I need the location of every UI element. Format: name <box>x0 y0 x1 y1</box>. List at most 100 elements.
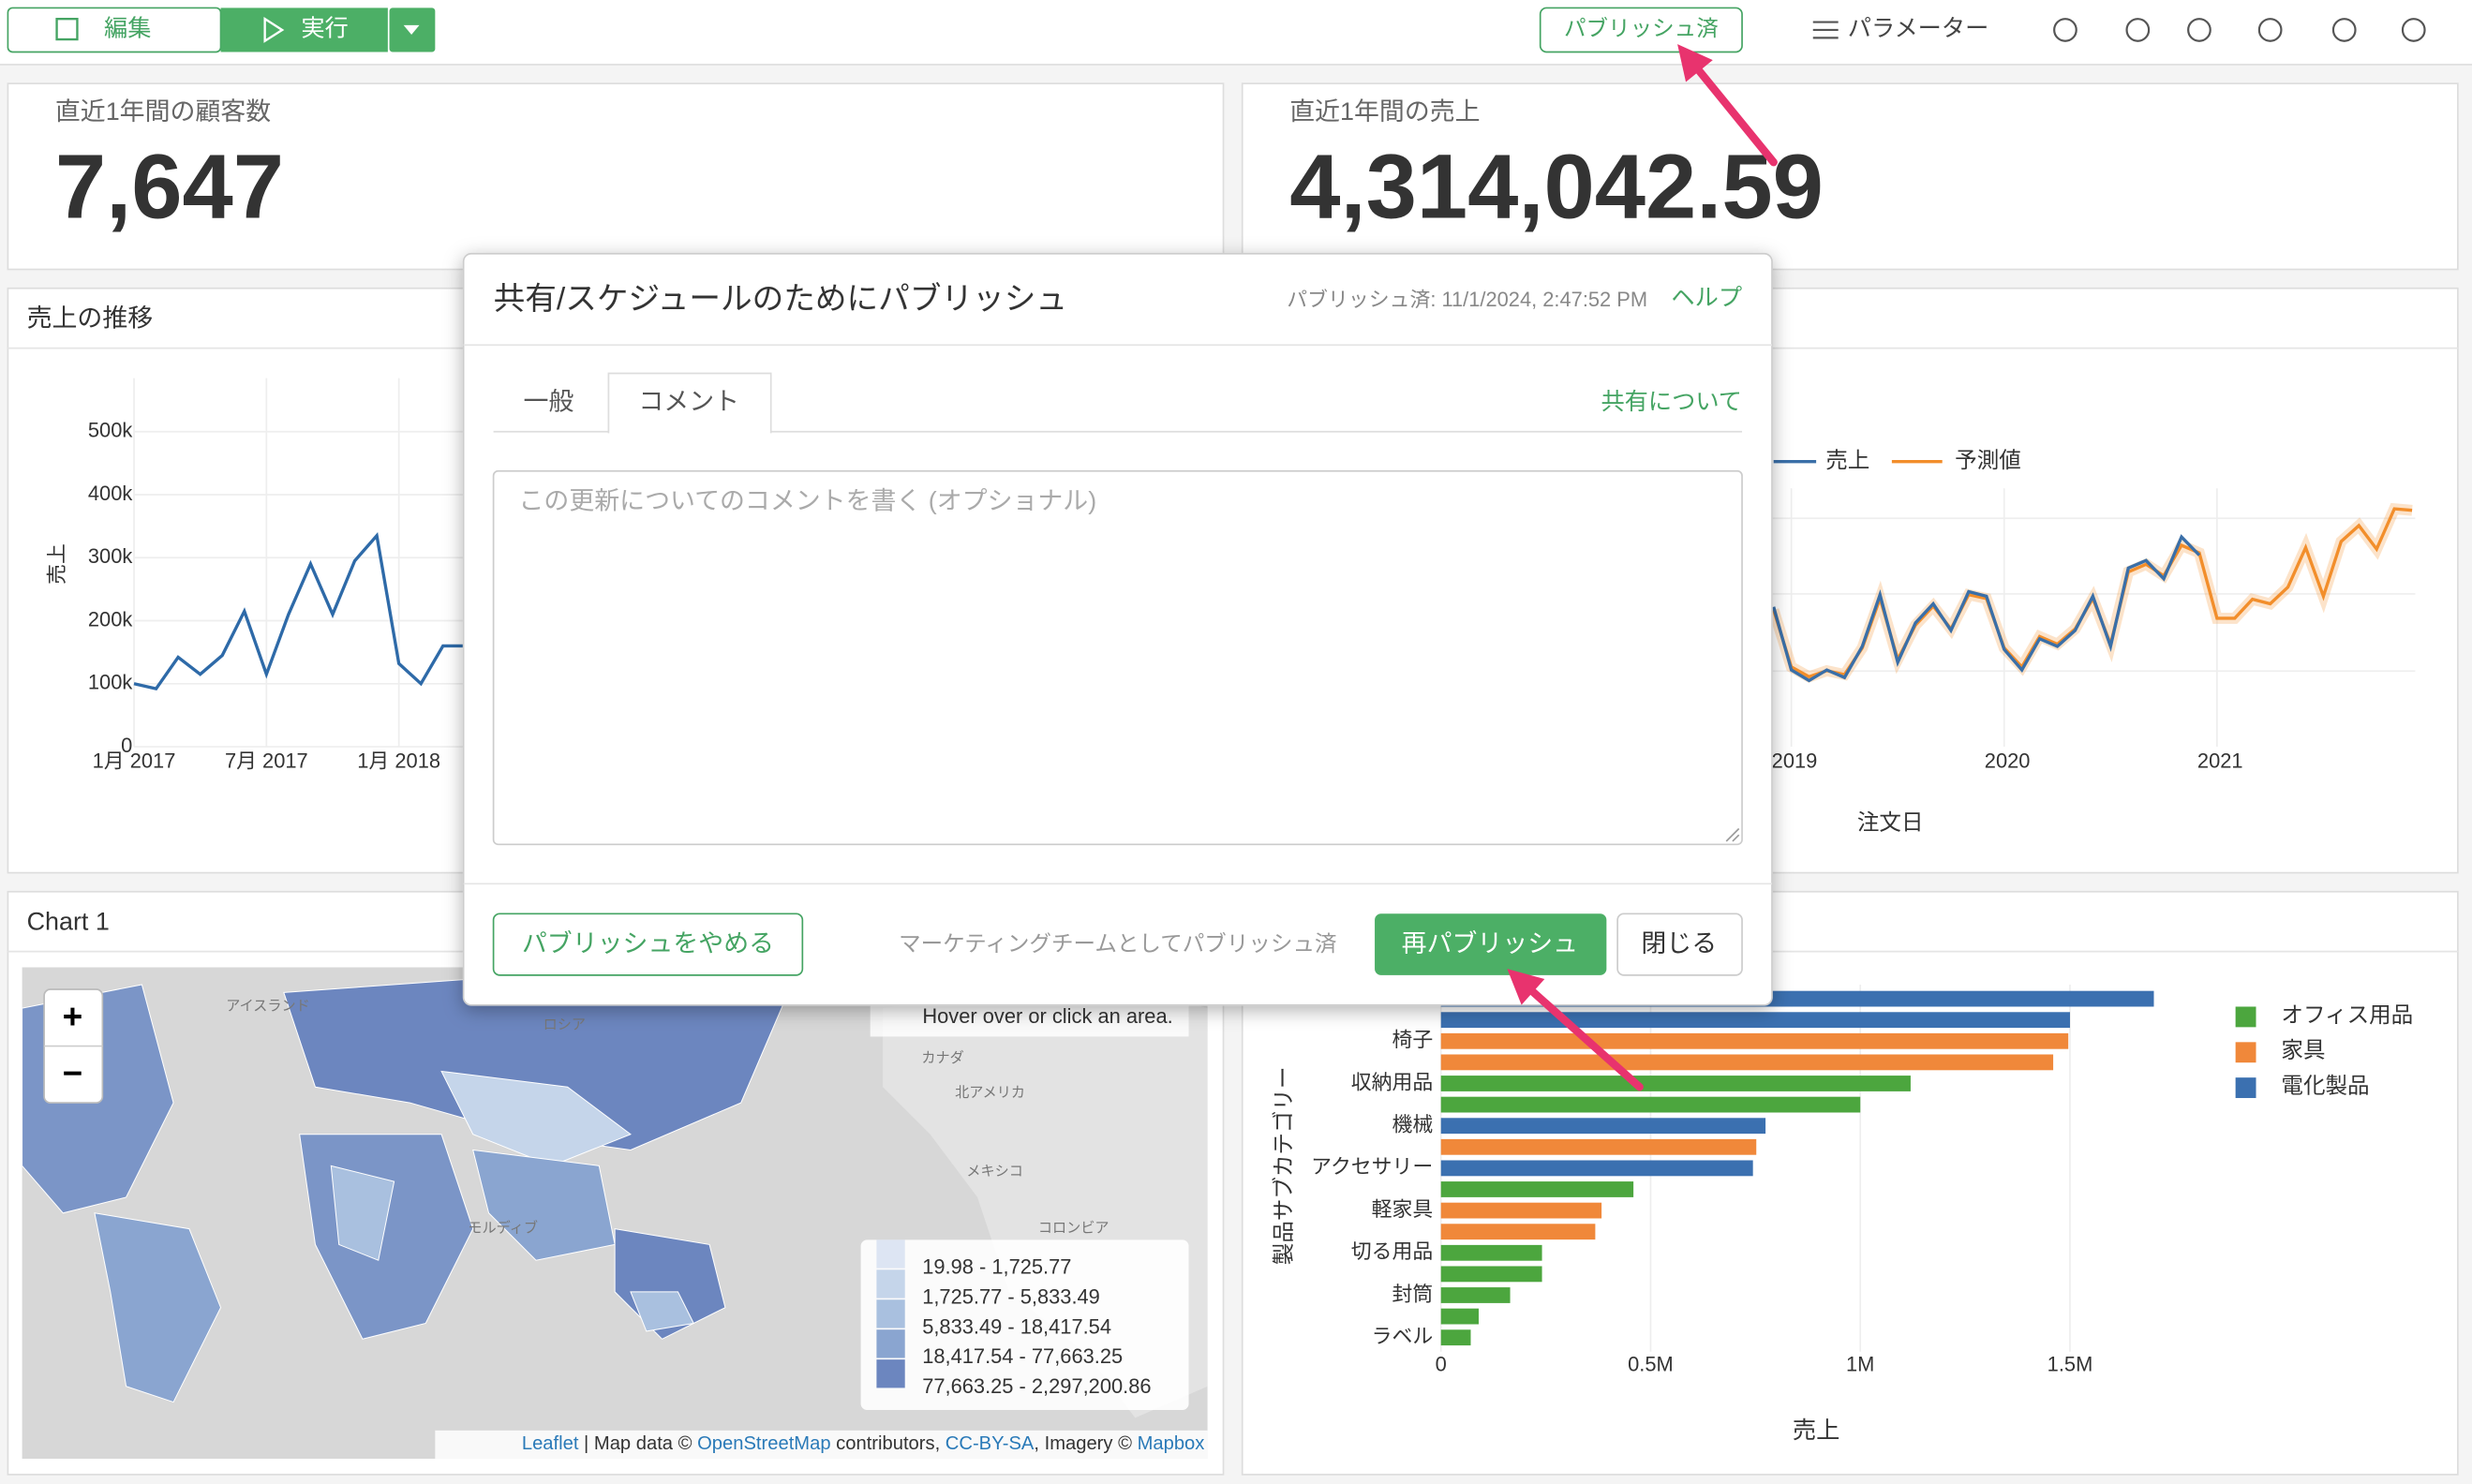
toolbar-icon[interactable] <box>2331 18 2357 42</box>
map-region <box>94 1212 222 1403</box>
hover-hint: Hover over or click an area. <box>922 1004 1172 1028</box>
y-tick-label: 300k <box>88 544 132 568</box>
run-icon <box>263 17 285 43</box>
bar <box>1440 1138 1757 1155</box>
legend-label: 家具 <box>2281 1038 2325 1062</box>
toolbar-icon[interactable] <box>2401 18 2426 42</box>
y-tick-label: 500k <box>88 419 132 442</box>
attribution-part[interactable]: CC-BY-SA <box>946 1433 1035 1454</box>
legend-label: 5,833.49 - 18,417.54 <box>922 1314 1111 1338</box>
y-tick-label: 0 <box>121 734 132 757</box>
tab[interactable]: 一般 <box>524 388 574 416</box>
bar <box>1440 1266 1542 1283</box>
tab[interactable]: コメント <box>638 388 739 416</box>
active-tab <box>607 372 772 434</box>
bar <box>1440 1054 2054 1071</box>
legend-label: 19.98 - 1,725.77 <box>922 1254 1071 1278</box>
y-tick-label: 切る用品 <box>1351 1239 1433 1263</box>
zoom-in[interactable]: + <box>63 998 83 1036</box>
about-sharing-link[interactable]: 共有について <box>1601 389 1742 415</box>
kpi-value: 4,314,042.59 <box>1289 136 1824 238</box>
legend-swatch <box>876 1269 905 1298</box>
legend-swatch <box>876 1239 905 1269</box>
close-button[interactable] <box>1616 913 1743 976</box>
legend-label: 売上 <box>1825 448 1869 472</box>
y-tick-label: 収納用品 <box>1351 1070 1433 1093</box>
legend-swatch <box>2235 1077 2256 1099</box>
toolbar-icon[interactable] <box>2257 18 2283 42</box>
unpublish-label[interactable]: パブリッシュをやめる <box>522 929 774 957</box>
attribution-box <box>435 1430 1208 1460</box>
edit-icon <box>55 18 79 41</box>
toolbar-icon[interactable] <box>2125 18 2151 42</box>
published-at: パブリッシュ済: 11/1/2024, 2:47:52 PM <box>1287 288 1647 311</box>
legend-swatch <box>876 1359 905 1388</box>
bar <box>1440 1012 2070 1029</box>
line <box>1772 534 2201 683</box>
legend-label: 18,417.54 - 77,663.25 <box>922 1344 1123 1368</box>
bar <box>1440 1287 1511 1303</box>
map-region <box>630 1291 695 1332</box>
toolbar-icon[interactable] <box>2053 18 2077 42</box>
annotation-arrowhead <box>1507 969 1545 1005</box>
bar <box>1440 1329 1471 1346</box>
map-region <box>440 1070 632 1166</box>
kpi-value: 7,647 <box>55 136 284 238</box>
map-label: ロシア <box>544 1017 586 1033</box>
y-axis-label: 製品サブカテゴリー <box>1271 1066 1295 1265</box>
panel <box>7 82 1225 271</box>
bar <box>1440 1224 1596 1240</box>
panel-title: 売上の推移 <box>27 304 154 332</box>
attribution-part[interactable]: Mapbox <box>1138 1433 1205 1454</box>
x-axis-label: 注文日 <box>1857 810 1924 835</box>
dropdown-caret <box>403 24 420 35</box>
kpi-label: 直近1年間の売上 <box>1289 97 1480 126</box>
legend-label: 77,663.25 - 2,297,200.86 <box>922 1374 1151 1398</box>
help-link[interactable]: ヘルプ <box>1671 285 1742 311</box>
bar <box>1440 1160 1753 1177</box>
x-tick-label: 1M <box>1846 1353 1874 1376</box>
run-label[interactable]: 実行 <box>301 16 348 42</box>
republish-button[interactable] <box>1375 913 1607 975</box>
published-label[interactable]: パブリッシュ済 <box>1564 16 1719 40</box>
y-tick-label: 椅子 <box>1392 1028 1434 1051</box>
map-label: コロンビア <box>1038 1221 1109 1237</box>
x-tick-label: 2019 <box>1772 749 1818 773</box>
y-tick-label: 100k <box>88 671 132 694</box>
x-tick-label: 0.5M <box>1628 1353 1674 1376</box>
attribution-part[interactable]: Leaflet <box>522 1433 579 1454</box>
edit-label[interactable]: 編集 <box>104 16 151 42</box>
x-tick-label: 0 <box>1436 1353 1447 1376</box>
map-region <box>472 1149 616 1261</box>
annotation-arrow <box>1528 987 1644 1091</box>
kpi-label: 直近1年間の顧客数 <box>55 97 271 126</box>
resize-handle <box>1725 827 1740 842</box>
comment-textarea[interactable] <box>492 469 1743 846</box>
close-label[interactable]: 閉じる <box>1641 929 1717 957</box>
run-button[interactable] <box>220 7 388 52</box>
parameters-label[interactable]: パラメーター <box>1848 16 1989 42</box>
attribution-part: | Map data © <box>578 1433 697 1454</box>
bar <box>1440 1181 1634 1197</box>
legend-label: 予測値 <box>1955 448 2021 472</box>
map-label: モルディブ <box>468 1220 538 1237</box>
unpublish-button[interactable] <box>492 913 804 976</box>
map-label: 北アメリカ <box>955 1085 1025 1101</box>
attribution-part[interactable]: OpenStreetMap <box>697 1433 830 1454</box>
map-legend <box>860 1239 1189 1410</box>
annotation-arrowhead <box>1677 44 1713 82</box>
zoom-out[interactable]: − <box>63 1054 83 1092</box>
map-label: アイスランド <box>226 998 310 1014</box>
bar <box>1440 1076 1911 1091</box>
attribution: Leaflet | Map data © OpenStreetMap contr… <box>522 1433 1205 1454</box>
legend-label: オフィス用品 <box>2281 1002 2413 1027</box>
panel <box>1241 82 2459 271</box>
modal-title: 共有/スケジュールのためにパブリッシュ <box>494 281 1067 317</box>
republish-label[interactable]: 再パブリッシュ <box>1402 929 1578 957</box>
map-label: カナダ <box>921 1050 963 1066</box>
legend-label: 電化製品 <box>2281 1073 2369 1097</box>
toolbar-icon[interactable] <box>2187 18 2211 42</box>
y-tick-label: ラベル <box>1372 1324 1434 1347</box>
published-button[interactable] <box>1539 7 1743 53</box>
